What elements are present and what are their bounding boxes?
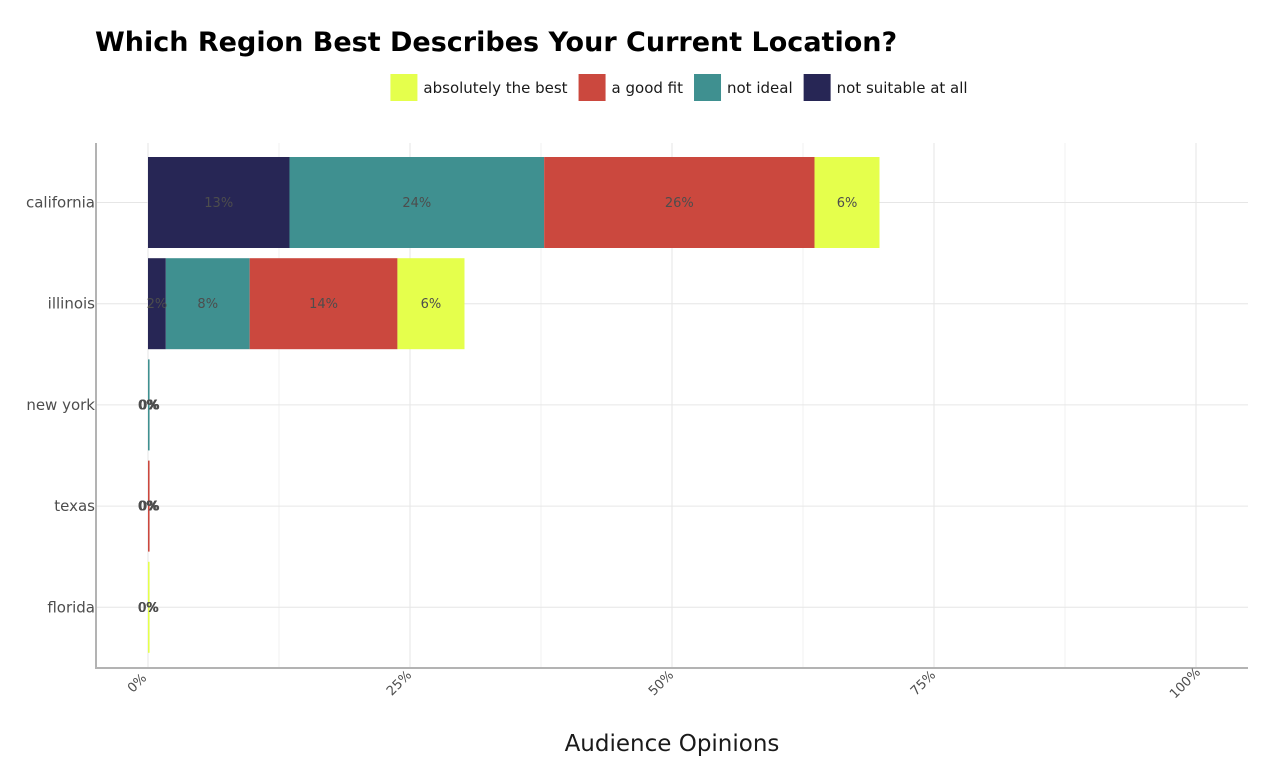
x-tick-label-25: 25% bbox=[384, 668, 415, 699]
legend-swatch-a-good-fit bbox=[578, 74, 606, 101]
x-axis-title: Audience Opinions bbox=[565, 731, 780, 757]
x-tick-label-0: 0% bbox=[125, 671, 150, 696]
data-label-florida-absolutely-the-best: 0% bbox=[138, 601, 159, 616]
bar-illinois-absolutely-the-best bbox=[397, 258, 465, 350]
bar-illinois-a-good-fit bbox=[249, 258, 398, 350]
bar-california-absolutely-the-best bbox=[814, 157, 880, 248]
legend-label-a-good-fit: a good fit bbox=[612, 79, 684, 97]
data-label-illinois-absolutely-the-best: 6% bbox=[421, 297, 442, 312]
y-tick-label-new-york: new york bbox=[26, 396, 95, 414]
bar-california-not-suitable-at-all bbox=[148, 157, 290, 248]
data-label-california-a-good-fit: 26% bbox=[665, 196, 694, 211]
bars bbox=[148, 157, 880, 653]
chart-title: Which Region Best Describes Your Current… bbox=[95, 27, 897, 58]
x-tick-label-75: 75% bbox=[908, 668, 939, 699]
legend-swatch-not-suitable-at-all bbox=[803, 74, 831, 101]
legend: absolutely the best a good fit not ideal no… bbox=[390, 74, 968, 101]
data-labels: 13% 24% 26% 6%2% 8% 14% 6%0%0%0%0%0%0%0%0%0%0%… bbox=[138, 196, 858, 616]
bar-illinois-not-suitable-at-all bbox=[148, 258, 166, 350]
x-tick-label-50: 50% bbox=[646, 668, 677, 699]
data-label-florida-a-good-fit: 0% bbox=[138, 601, 159, 616]
legend-label-absolutely-the-best: absolutely the best bbox=[423, 79, 567, 97]
x-tick-label-100: 100% bbox=[1167, 665, 1204, 702]
legend-swatch-absolutely-the-best bbox=[390, 74, 418, 101]
data-label-california-not-ideal: 24% bbox=[402, 196, 431, 211]
y-tick-label-california: california bbox=[26, 194, 95, 212]
data-label-texas-a-good-fit: 0% bbox=[138, 500, 159, 515]
y-tick-label-florida: florida bbox=[47, 598, 95, 616]
legend-swatch-not-ideal bbox=[694, 74, 722, 101]
legend-label-not-ideal: not ideal bbox=[727, 79, 793, 97]
data-label-california-not-suitable-at-all: 13% bbox=[204, 196, 233, 211]
data-label-new-york-not-ideal: 0% bbox=[138, 398, 159, 413]
y-tick-label-texas: texas bbox=[54, 497, 95, 515]
bar-new-york-not-ideal bbox=[148, 359, 150, 451]
y-tick-label-illinois: illinois bbox=[48, 295, 96, 313]
bar-texas-a-good-fit bbox=[148, 460, 150, 552]
bar-california-not-ideal bbox=[289, 157, 545, 248]
data-label-florida-not-ideal: 0% bbox=[138, 601, 159, 616]
data-label-florida-not-suitable-at-all: 0% bbox=[138, 601, 159, 616]
bar-california-a-good-fit bbox=[544, 157, 815, 248]
data-label-texas-not-suitable-at-all: 0% bbox=[138, 500, 159, 515]
data-label-illinois-not-ideal: 8% bbox=[197, 297, 218, 312]
data-label-new-york-a-good-fit: 0% bbox=[139, 398, 160, 413]
bar-florida-absolutely-the-best bbox=[148, 561, 150, 653]
legend-label-not-suitable-at-all: not suitable at all bbox=[837, 79, 968, 97]
data-label-california-absolutely-the-best: 6% bbox=[837, 196, 858, 211]
data-label-new-york-absolutely-the-best: 0% bbox=[139, 398, 160, 413]
data-label-illinois-not-suitable-at-all: 2% bbox=[147, 297, 168, 312]
data-label-new-york-not-suitable-at-all: 0% bbox=[138, 398, 159, 413]
data-label-illinois-a-good-fit: 14% bbox=[309, 297, 338, 312]
bar-illinois-not-ideal bbox=[165, 258, 250, 350]
data-label-texas-not-ideal: 0% bbox=[138, 500, 159, 515]
data-label-texas-absolutely-the-best: 0% bbox=[139, 500, 160, 515]
